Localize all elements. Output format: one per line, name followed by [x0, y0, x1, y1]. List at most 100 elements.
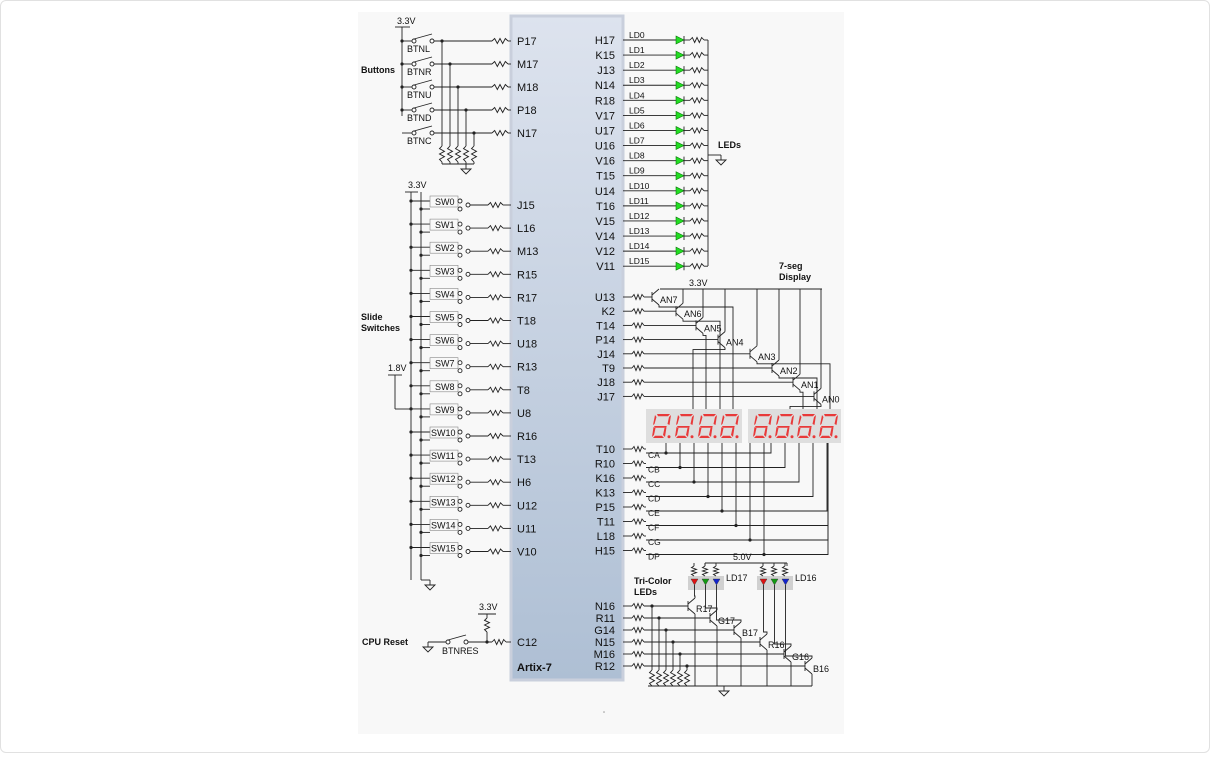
button-name-btnu: BTNU [407, 90, 432, 100]
resistor-symbol [438, 145, 446, 163]
resistor-symbol [689, 262, 705, 270]
rgb-led-ld17-die-1 [701, 578, 710, 586]
switch-contact [429, 38, 435, 44]
pin-k16: K16 [595, 473, 615, 485]
switch-contact [463, 639, 469, 645]
led-symbol-ld2 [675, 65, 685, 75]
button-name-btnl: BTNL [407, 44, 430, 54]
resistor-symbol [462, 145, 470, 163]
segment [790, 415, 794, 425]
supply-3v3-label: 3.3V [397, 16, 416, 26]
anode-name-an2: AN2 [780, 366, 798, 376]
led-symbol-ld4 [675, 95, 685, 105]
segment [821, 426, 834, 428]
pin-m16: M16 [594, 649, 615, 661]
resistor-symbol [491, 37, 509, 45]
switch-contact [457, 337, 463, 343]
resistor-symbol [689, 187, 705, 195]
resistor-symbol [631, 321, 645, 330]
rgb-led-ld17-die-0 [690, 578, 699, 586]
led-name-ld14: LD14 [629, 241, 650, 251]
pin-r12: R12 [595, 661, 615, 673]
junction-dot [409, 476, 413, 480]
wire [646, 443, 828, 512]
switch-contact [429, 61, 435, 67]
segment [713, 415, 717, 425]
pin-t9: T9 [602, 363, 615, 375]
pin-m17: M17 [517, 59, 538, 71]
pin-n15: N15 [595, 637, 615, 649]
reset-button-name: BTNRES [442, 646, 479, 656]
switch-contact [457, 244, 463, 250]
transistor-emitter [695, 317, 704, 324]
button-name-btnc: BTNC [407, 136, 432, 146]
decimal-point [790, 435, 794, 439]
switch-contact [465, 294, 471, 300]
decimal-point [735, 435, 739, 439]
resistor-symbol [487, 340, 504, 348]
wire [682, 319, 721, 410]
led-symbol-ld8 [675, 156, 685, 166]
led-name-ld2: LD2 [629, 60, 645, 70]
segment [799, 426, 812, 428]
switch-contact [465, 479, 471, 485]
resistor-symbol [689, 247, 705, 255]
ground-symbol [421, 646, 435, 653]
pin-u11: U11 [517, 523, 536, 535]
pin-l18: L18 [597, 531, 615, 543]
switch-contact [457, 460, 463, 466]
led-symbol-ld5 [675, 110, 685, 120]
switch-name-sw10: SW10 [431, 428, 456, 438]
resistor-symbol [683, 669, 691, 687]
switch-name-sw1: SW1 [435, 220, 455, 230]
pin-g14: G14 [594, 625, 615, 637]
transistor-collector [733, 621, 742, 629]
segment-name-ce: CE [648, 508, 660, 518]
switch-contact [457, 483, 463, 489]
led-symbol-ld6 [675, 125, 685, 135]
pin-v16: V16 [595, 156, 615, 168]
switch-contact [457, 452, 463, 458]
resistor-symbol [759, 565, 767, 577]
pin-m13: M13 [517, 246, 538, 258]
resistor-symbol [631, 602, 645, 610]
segment [776, 415, 780, 425]
switch-contact [457, 553, 463, 558]
switch-contact [457, 391, 463, 397]
pin-t10: T10 [596, 444, 615, 456]
decimal-point [834, 435, 838, 439]
switch-contact [457, 437, 463, 443]
seven-seg-digit-7 [652, 414, 671, 439]
segment [725, 414, 738, 417]
rgb-led-ld16-die-1 [770, 578, 779, 586]
switch-contact [465, 248, 471, 254]
led-symbol-ld9 [675, 171, 685, 181]
switch-name-sw9: SW9 [435, 405, 455, 415]
pin-t8: T8 [517, 385, 530, 397]
wire [646, 443, 772, 454]
junction-dot [419, 253, 423, 257]
anode-name-an7: AN7 [660, 295, 678, 305]
resistor-symbol [487, 524, 504, 532]
switch-contact [457, 506, 463, 512]
led-name-ld6: LD6 [629, 120, 645, 130]
pin-t11: T11 [597, 517, 615, 529]
segment [652, 427, 656, 437]
switch-name-sw8: SW8 [435, 382, 455, 392]
rgb-led-ld16-die-2 [781, 578, 790, 586]
segment [755, 426, 768, 428]
segment [754, 435, 765, 438]
transistor-emitter [804, 667, 813, 675]
pin-j13: J13 [597, 65, 615, 77]
pin-r18: R18 [595, 95, 615, 107]
segment [700, 426, 713, 428]
resistor-symbol [662, 669, 670, 687]
segment [653, 435, 664, 438]
resistor-symbol [487, 363, 504, 371]
resistor-symbol [689, 96, 705, 104]
pin-h17: H17 [595, 35, 615, 47]
resistor-symbol [669, 669, 677, 687]
segment [753, 427, 757, 437]
pin-v15: V15 [595, 216, 615, 228]
